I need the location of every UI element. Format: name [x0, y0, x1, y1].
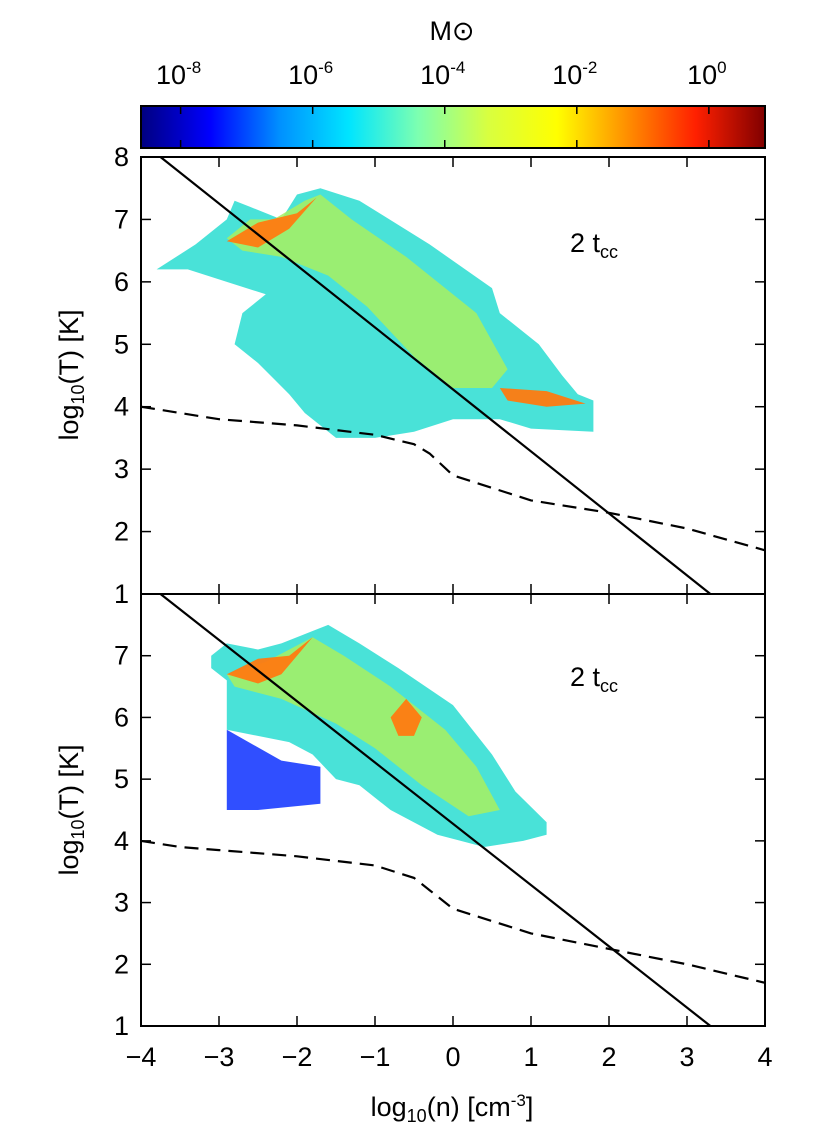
x-tick-3: −1 — [360, 157, 391, 1072]
y-tick-label: 7 — [114, 204, 129, 234]
x-tick-label: −2 — [282, 1042, 313, 1072]
panel-bottom-y-axis-title: log10(T) [K] — [54, 744, 88, 875]
x-tick-label: 0 — [445, 1042, 460, 1072]
panel-top-heatmap — [156, 188, 594, 438]
y-tick-label: 6 — [114, 267, 129, 297]
panel-top-y-tick-2: 2 — [114, 517, 765, 547]
panel-top-annotation-main: 2 t — [570, 228, 601, 258]
panel-bottom-region-high-5 — [226, 637, 313, 684]
colorbar-tick-2: 10-4 — [420, 58, 465, 148]
x-tick-label: −1 — [360, 1042, 391, 1072]
colorbar-strip — [140, 105, 766, 149]
y-tick-label: 7 — [114, 641, 129, 671]
y-tick-label: 1 — [114, 1011, 129, 1041]
x-tick-label: 4 — [757, 1042, 772, 1072]
x-tick-label: −3 — [204, 1042, 235, 1072]
x-tick-5: 1 — [523, 157, 539, 1072]
colorbar-tick-0: 10-8 — [156, 58, 201, 148]
x-tick-8: 4 — [757, 157, 773, 1072]
colorbar-tick-label: 10-4 — [420, 58, 465, 90]
panel-bottom-annotation-main: 2 t — [570, 662, 601, 692]
y-tick-label: 6 — [114, 702, 129, 732]
panel-top-y-tick-3: 3 — [114, 454, 765, 484]
panel-top: 1 2 3 4 5 6 7 8 2 tcc log10(T) [K] — [54, 142, 765, 609]
panel-top-dashed-line — [141, 405, 765, 552]
panel-bottom-annotation: 2 tcc — [570, 662, 618, 696]
panel-bottom-lines — [141, 594, 765, 1026]
panel-bottom-region-high-6 — [390, 698, 422, 736]
panel-bottom: 1 2 3 4 5 6 7 2 tcc log10(T) [K] — [54, 594, 765, 1041]
panel-top-y-axis-title: log10(T) [K] — [54, 309, 88, 440]
x-tick-label: 2 — [601, 1042, 616, 1072]
y-tick-label: 3 — [114, 454, 129, 484]
y-tick-label: 3 — [114, 888, 129, 918]
panel-top-y-tick-7: 7 — [114, 204, 765, 234]
y-tick-label: 5 — [114, 329, 129, 359]
colorbar-tick-label: 10-6 — [288, 58, 333, 90]
colorbar-tick-label: 100 — [687, 58, 727, 90]
x-ticks: −4 −3 −2 −1 0 1 2 3 4 — [126, 157, 773, 1072]
x-tick-label: 3 — [679, 1042, 694, 1072]
colorbar-tick-label: 10-2 — [552, 58, 597, 90]
panel-bottom-y-tick-7: 7 — [114, 641, 765, 671]
panel-bottom-y-ticks: 1 2 3 4 5 6 7 — [114, 641, 765, 1041]
y-tick-label: 4 — [114, 826, 129, 856]
panel-bottom-y-tick-3: 3 — [114, 888, 765, 918]
panel-top-region-high-5 — [499, 388, 586, 407]
colorbar-tick-label: 10-8 — [156, 58, 201, 90]
x-tick-label: 1 — [523, 1042, 538, 1072]
y-tick-label: 1 — [114, 579, 129, 609]
panel-bottom-heatmap — [211, 624, 547, 847]
colorbar-tick-3: 10-2 — [552, 58, 597, 148]
panel-bottom-y-tick-5: 5 — [114, 764, 765, 794]
y-tick-label: 5 — [114, 764, 129, 794]
x-tick-label: −4 — [126, 1042, 157, 1072]
panel-top-region-mid-3 — [226, 194, 508, 388]
y-tick-label: 2 — [114, 517, 129, 547]
colorbar-tick-1: 10-6 — [288, 58, 333, 148]
x-tick-0: −4 — [126, 157, 157, 1072]
x-tick-1: −3 — [204, 157, 235, 1072]
panel-top-y-tick-4: 4 — [114, 392, 765, 422]
y-tick-label: 8 — [114, 142, 129, 172]
colorbar: M⊙ 10-8 10-6 10-4 10-2 100 — [140, 16, 766, 149]
y-tick-label: 2 — [114, 949, 129, 979]
colorbar-label: M⊙ — [429, 16, 474, 46]
y-tick-label: 4 — [114, 392, 129, 422]
colorbar-tick-4: 100 — [687, 58, 727, 148]
panel-top-y-tick-5: 5 — [114, 329, 765, 359]
panel-bottom-region-cold-2 — [226, 729, 321, 810]
colorbar-ticks: 10-8 10-6 10-4 10-2 100 — [156, 58, 727, 148]
x-tick-4: 0 — [445, 157, 461, 1072]
panel-top-solid-line — [159, 157, 712, 594]
panel-top-annotation-sub: cc — [600, 242, 618, 262]
x-tick-2: −2 — [282, 157, 313, 1072]
panel-top-y-tick-6: 6 — [114, 267, 765, 297]
panel-bottom-dashed-line — [141, 839, 765, 984]
panel-bottom-y-tick-6: 6 — [114, 702, 765, 732]
panel-bottom-y-tick-4: 4 — [114, 826, 765, 856]
panel-bottom-region-mid-4 — [226, 637, 500, 817]
x-axis-title: log10(n) [cm-3] — [371, 1091, 534, 1126]
panel-bottom-y-tick-2: 2 — [114, 949, 765, 979]
panel-top-lines — [141, 157, 765, 594]
panel-bottom-solid-line — [159, 594, 712, 1026]
x-tick-6: 2 — [601, 157, 617, 1072]
x-tick-7: 3 — [679, 157, 695, 1072]
panel-top-annotation: 2 tcc — [570, 228, 618, 262]
panel-top-region-high-4 — [226, 197, 317, 248]
panel-bottom-annotation-sub: cc — [600, 676, 618, 696]
